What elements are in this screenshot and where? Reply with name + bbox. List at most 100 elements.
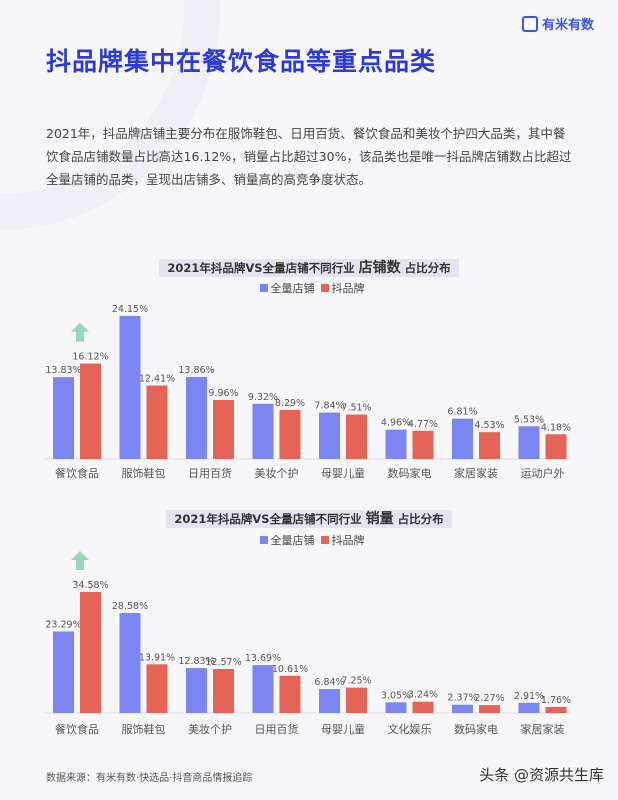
category-label: 日用百货 — [188, 466, 232, 480]
category-label: 餐饮食品 — [55, 466, 99, 480]
chart2-legend: 全量店铺 抖品牌 — [0, 532, 618, 548]
legend-label-douyin: 抖品牌 — [331, 282, 365, 295]
watermark: 头条 @资源共生库 — [479, 766, 604, 784]
bar-douyin — [146, 385, 168, 459]
bar-douyin — [346, 687, 367, 713]
data-label: 4.96% — [381, 418, 411, 429]
bar-all — [186, 376, 207, 459]
data-label: 10.61% — [272, 664, 308, 675]
chart2-title-suffix: 占比分布 — [397, 512, 444, 526]
chart1-store-share: 13.83% 16.12% 餐饮食品 24.15% 12.41% 服饰鞋包 13.86% 9.… — [44, 304, 571, 480]
category-label: 美妆个护 — [188, 722, 232, 736]
data-label: 13.91% — [139, 652, 175, 663]
category-label: 数码家电 — [454, 722, 498, 736]
bar-all — [385, 429, 407, 459]
bar-all — [452, 704, 473, 713]
legend-label-all: 全量店铺 — [270, 282, 315, 295]
bar-all — [452, 418, 473, 459]
bar-douyin — [412, 701, 434, 713]
chart1-title-emph: 店铺数 — [358, 260, 401, 276]
category-label: 运动户外 — [521, 466, 565, 480]
bar-all — [119, 316, 141, 459]
bar-douyin — [213, 400, 234, 459]
logo-text: 有米有数 — [541, 18, 594, 33]
page-title: 抖品牌集中在餐饮食品等重点品类 — [46, 47, 437, 76]
bar-douyin — [80, 591, 101, 713]
data-label: 13.83% — [45, 365, 81, 376]
bar-all — [385, 702, 407, 713]
bar-douyin — [279, 409, 301, 459]
data-label: 8.29% — [275, 398, 305, 409]
data-label: 6.81% — [447, 407, 477, 418]
legend-swatch-all — [259, 284, 268, 292]
category-label: 家居家装 — [454, 466, 498, 480]
data-label: 5.53% — [514, 414, 544, 425]
data-label: 24.15% — [112, 304, 148, 315]
data-label: 23.29% — [45, 619, 81, 630]
bar-douyin — [80, 363, 101, 459]
data-label: 6.84% — [314, 677, 344, 688]
category-label: 数码家电 — [388, 466, 432, 480]
bar-all — [53, 631, 74, 713]
chart1-title-band: 2021年抖品牌VS全量店铺不同行业 店铺数 占比分布 — [159, 259, 459, 277]
data-label: 13.86% — [178, 365, 214, 376]
category-label: 服饰鞋包 — [122, 722, 166, 736]
category-label: 餐饮食品 — [55, 722, 99, 736]
chart2-title: 2021年抖品牌VS全量店铺不同行业 销量 占比分布 — [0, 508, 618, 528]
chart2-title-band: 2021年抖品牌VS全量店铺不同行业 销量 占比分布 — [166, 510, 452, 528]
data-label: 9.32% — [248, 392, 278, 403]
chart1-legend: 全量店铺 抖品牌 — [0, 280, 618, 296]
bar-all — [319, 412, 340, 459]
bar-all — [319, 689, 340, 713]
data-label: 1.76% — [541, 695, 571, 706]
data-label: 2.37% — [447, 693, 477, 704]
bar-all — [518, 702, 540, 713]
up-arrow-icon — [71, 322, 89, 342]
data-label: 13.69% — [245, 653, 281, 664]
category-label: 家居家装 — [521, 722, 565, 736]
data-label: 28.58% — [112, 601, 148, 612]
chart1-title-prefix: 2021年抖品牌VS全量店铺不同行业 — [167, 261, 355, 275]
bar-douyin — [146, 664, 168, 713]
data-label: 12.83% — [178, 656, 214, 667]
bar-douyin — [479, 705, 500, 713]
intro-paragraph: 2021年，抖品牌店铺主要分布在服饰鞋包、日用百货、餐饮食品和美妆个护四大品类，… — [46, 126, 572, 187]
bar-douyin — [545, 434, 567, 459]
data-label: 3.24% — [408, 690, 438, 701]
bar-douyin — [346, 414, 367, 459]
data-label: 4.77% — [408, 419, 438, 430]
data-label: 3.05% — [381, 690, 411, 701]
chart2-title-prefix: 2021年抖品牌VS全量店铺不同行业 — [174, 512, 362, 526]
chart1-title-suffix: 占比分布 — [404, 261, 451, 275]
bar-douyin — [213, 669, 234, 713]
legend-swatch-all — [259, 536, 268, 544]
bar-douyin — [279, 675, 301, 713]
data-label: 12.57% — [205, 657, 241, 668]
category-label: 文化娱乐 — [388, 722, 432, 736]
bar-all — [252, 403, 274, 459]
bar-douyin — [545, 706, 567, 713]
bar-all — [53, 377, 74, 459]
data-label: 34.58% — [72, 580, 108, 591]
chart2-sales-share: 23.29% 34.58% 餐饮食品 28.58% 13.91% 服饰鞋包 12.83%12… — [44, 550, 571, 736]
bar-all — [186, 668, 207, 713]
data-label: 9.96% — [208, 388, 238, 399]
data-label: 7.51% — [341, 403, 371, 414]
category-label: 服饰鞋包 — [122, 466, 166, 480]
up-arrow-icon — [71, 550, 89, 570]
category-label: 母婴儿童 — [321, 466, 365, 480]
chart2-title-emph: 销量 — [365, 511, 394, 527]
category-label: 美妆个护 — [255, 466, 299, 480]
legend-label-douyin: 抖品牌 — [331, 534, 365, 547]
bar-douyin — [412, 430, 434, 459]
data-source: 数据来源：有米有数·快选品·抖音商品情报追踪 — [46, 773, 253, 784]
data-label: 7.25% — [341, 676, 371, 687]
data-label: 12.41% — [139, 374, 175, 385]
bar-all — [119, 612, 141, 713]
legend-swatch-douyin — [320, 536, 329, 544]
bar-douyin — [479, 432, 500, 459]
legend-label-all: 全量店铺 — [270, 534, 315, 547]
bar-all — [252, 665, 274, 713]
data-label: 4.18% — [541, 422, 571, 433]
data-label: 16.12% — [72, 352, 108, 363]
